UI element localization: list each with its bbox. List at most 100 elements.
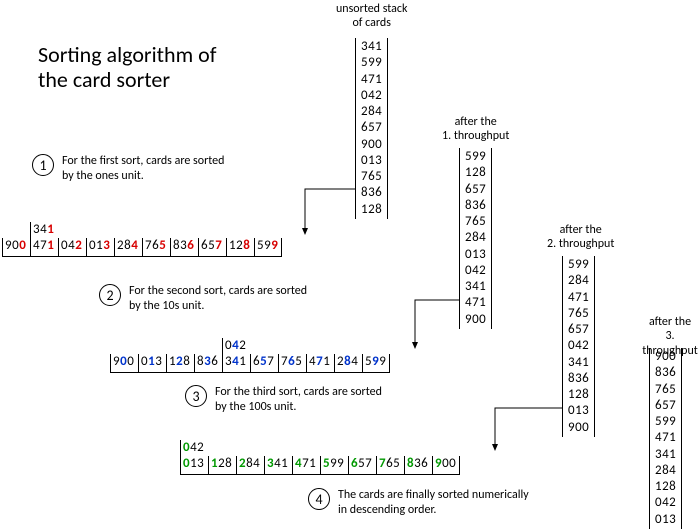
stack-item: 042 — [361, 88, 382, 104]
card: 128 — [169, 354, 190, 370]
step-1-text: For the first sort, cards are sortedby t… — [62, 154, 224, 184]
card: 284 — [337, 354, 358, 370]
card: 836 — [173, 238, 194, 254]
stack-item: 341 — [361, 39, 382, 55]
title-text: Sorting algorithm ofthe card sorter — [38, 41, 216, 93]
bin: 284 — [236, 456, 264, 474]
card: 765 — [145, 238, 166, 254]
bin: 836 — [170, 238, 198, 256]
arrow — [415, 300, 459, 348]
card: 471 — [33, 238, 54, 254]
bin: 836 — [404, 456, 432, 474]
stack-item: 284 — [361, 104, 382, 120]
card: 836 — [407, 456, 428, 472]
card: 657 — [351, 456, 372, 472]
stack-item: 900 — [465, 312, 486, 328]
bin: 900 — [432, 456, 460, 474]
stack-item: 471 — [465, 295, 486, 311]
card: 013 — [141, 354, 162, 370]
stack-item: 599 — [465, 149, 486, 165]
stack-item: 657 — [361, 120, 382, 136]
bin: 471 — [306, 354, 334, 372]
card: 765 — [379, 456, 400, 472]
card: 128 — [229, 238, 250, 254]
card: 013 — [89, 238, 110, 254]
step-1: 1 For the first sort, cards are sortedby… — [32, 154, 224, 184]
bin: 900 — [110, 354, 138, 372]
stack-item: 471 — [361, 72, 382, 88]
after3-stack: 900836765657599471341284128042013 — [649, 348, 682, 529]
stack-item: 471 — [655, 430, 676, 446]
after1-label: after the1. throughput — [442, 115, 509, 144]
card: 341 — [225, 354, 246, 370]
stack-item: 765 — [568, 306, 589, 322]
bin: 900 — [2, 238, 30, 256]
card: 128 — [211, 456, 232, 472]
card: 900 — [435, 456, 456, 472]
stack-item: 836 — [655, 365, 676, 381]
bin: 471 — [292, 456, 320, 474]
bins-pass-3: 042013128284341471 599 657 765 836 900 — [180, 440, 460, 475]
card: 471 — [295, 456, 316, 472]
card: 599 — [257, 238, 278, 254]
step-2-text: For the second sort, cards are sortedby … — [129, 284, 307, 314]
stack-item: 599 — [655, 414, 676, 430]
card: 471 — [309, 354, 330, 370]
stack-item: 341 — [465, 279, 486, 295]
stack-item: 765 — [655, 382, 676, 398]
stack-item: 657 — [655, 398, 676, 414]
stack-item: 900 — [568, 420, 589, 436]
bin: 836 — [194, 354, 222, 372]
bins-pass-2: 900 013 128836042341657765471 284 599 — [110, 338, 390, 373]
step-2-num: 2 — [99, 284, 121, 306]
step-3: 3 For the third sort, cards are sortedby… — [185, 385, 382, 415]
bin: 013 — [86, 238, 114, 256]
bin: 042013 — [180, 440, 208, 475]
bin: 284 — [114, 238, 142, 256]
bin: 341 — [264, 456, 292, 474]
card: 900 — [113, 354, 134, 370]
stack-item: 284 — [465, 230, 486, 246]
stack-item: 042 — [655, 495, 676, 511]
stack-item: 765 — [465, 214, 486, 230]
stack-item: 900 — [361, 137, 382, 153]
stack-item: 013 — [655, 512, 676, 528]
bin: 042341 — [222, 338, 250, 373]
stack-item: 128 — [465, 165, 486, 181]
stack-item: 836 — [361, 185, 382, 201]
stack-item: 013 — [465, 247, 486, 263]
stack-item: 471 — [568, 290, 589, 306]
step-2: 2 For the second sort, cards are sortedb… — [99, 284, 307, 314]
stack-item: 284 — [568, 273, 589, 289]
stack-item: 765 — [361, 169, 382, 185]
step-4: 4 The cards are finally sorted numerical… — [308, 488, 529, 518]
after2-label: after the2. throughput — [547, 223, 614, 252]
unsorted-stack: 341599471042284657900013765836128 — [355, 38, 388, 219]
step-3-num: 3 — [185, 385, 207, 407]
bin: 284 — [334, 354, 362, 372]
bins-pass-1: 900341471042013284765836657128599 — [2, 222, 282, 257]
stack-item: 128 — [361, 202, 382, 218]
bin: 765 — [278, 354, 306, 372]
stack-item: 013 — [361, 153, 382, 169]
stack-item: 128 — [655, 479, 676, 495]
bin: 128 — [166, 354, 194, 372]
after1-stack: 599128657836765284013042341471900 — [459, 148, 492, 329]
card: 341 — [33, 222, 54, 238]
stack-item: 900 — [655, 349, 676, 365]
stack-item: 128 — [568, 387, 589, 403]
stack-item: 836 — [465, 198, 486, 214]
bin: 765 — [376, 456, 404, 474]
card: 042 — [61, 238, 82, 254]
bin: 013 — [138, 354, 166, 372]
card: 599 — [323, 456, 344, 472]
stack-item: 042 — [465, 263, 486, 279]
card: 042 — [183, 440, 204, 456]
bin: 657 — [250, 354, 278, 372]
card: 599 — [365, 354, 386, 370]
after2-stack: 599284471765657042341836128013900 — [562, 256, 595, 437]
stack-item: 341 — [568, 355, 589, 371]
bin: 599 — [320, 456, 348, 474]
bin: 765 — [142, 238, 170, 256]
bin: 599 — [362, 354, 390, 372]
